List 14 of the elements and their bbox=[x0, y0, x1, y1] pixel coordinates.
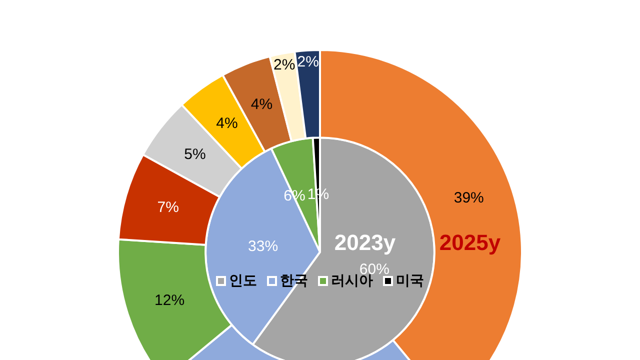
data-label: 12% bbox=[154, 292, 185, 310]
data-label: 7% bbox=[157, 199, 179, 216]
data-label: 4% bbox=[216, 115, 238, 132]
slice-label: 2023y bbox=[334, 230, 396, 256]
data-label: 2% bbox=[297, 54, 319, 71]
data-label: 2% bbox=[274, 56, 296, 74]
legend-label: 한국 bbox=[280, 272, 308, 290]
slice-label: 2025y bbox=[439, 230, 502, 256]
legend-label: 인도 bbox=[229, 272, 257, 290]
data-label: 5% bbox=[184, 146, 206, 164]
data-label: 33% bbox=[248, 238, 278, 255]
legend-label: 미국 bbox=[396, 272, 424, 290]
data-label: 39% bbox=[454, 190, 484, 207]
data-label: 4% bbox=[250, 96, 273, 114]
